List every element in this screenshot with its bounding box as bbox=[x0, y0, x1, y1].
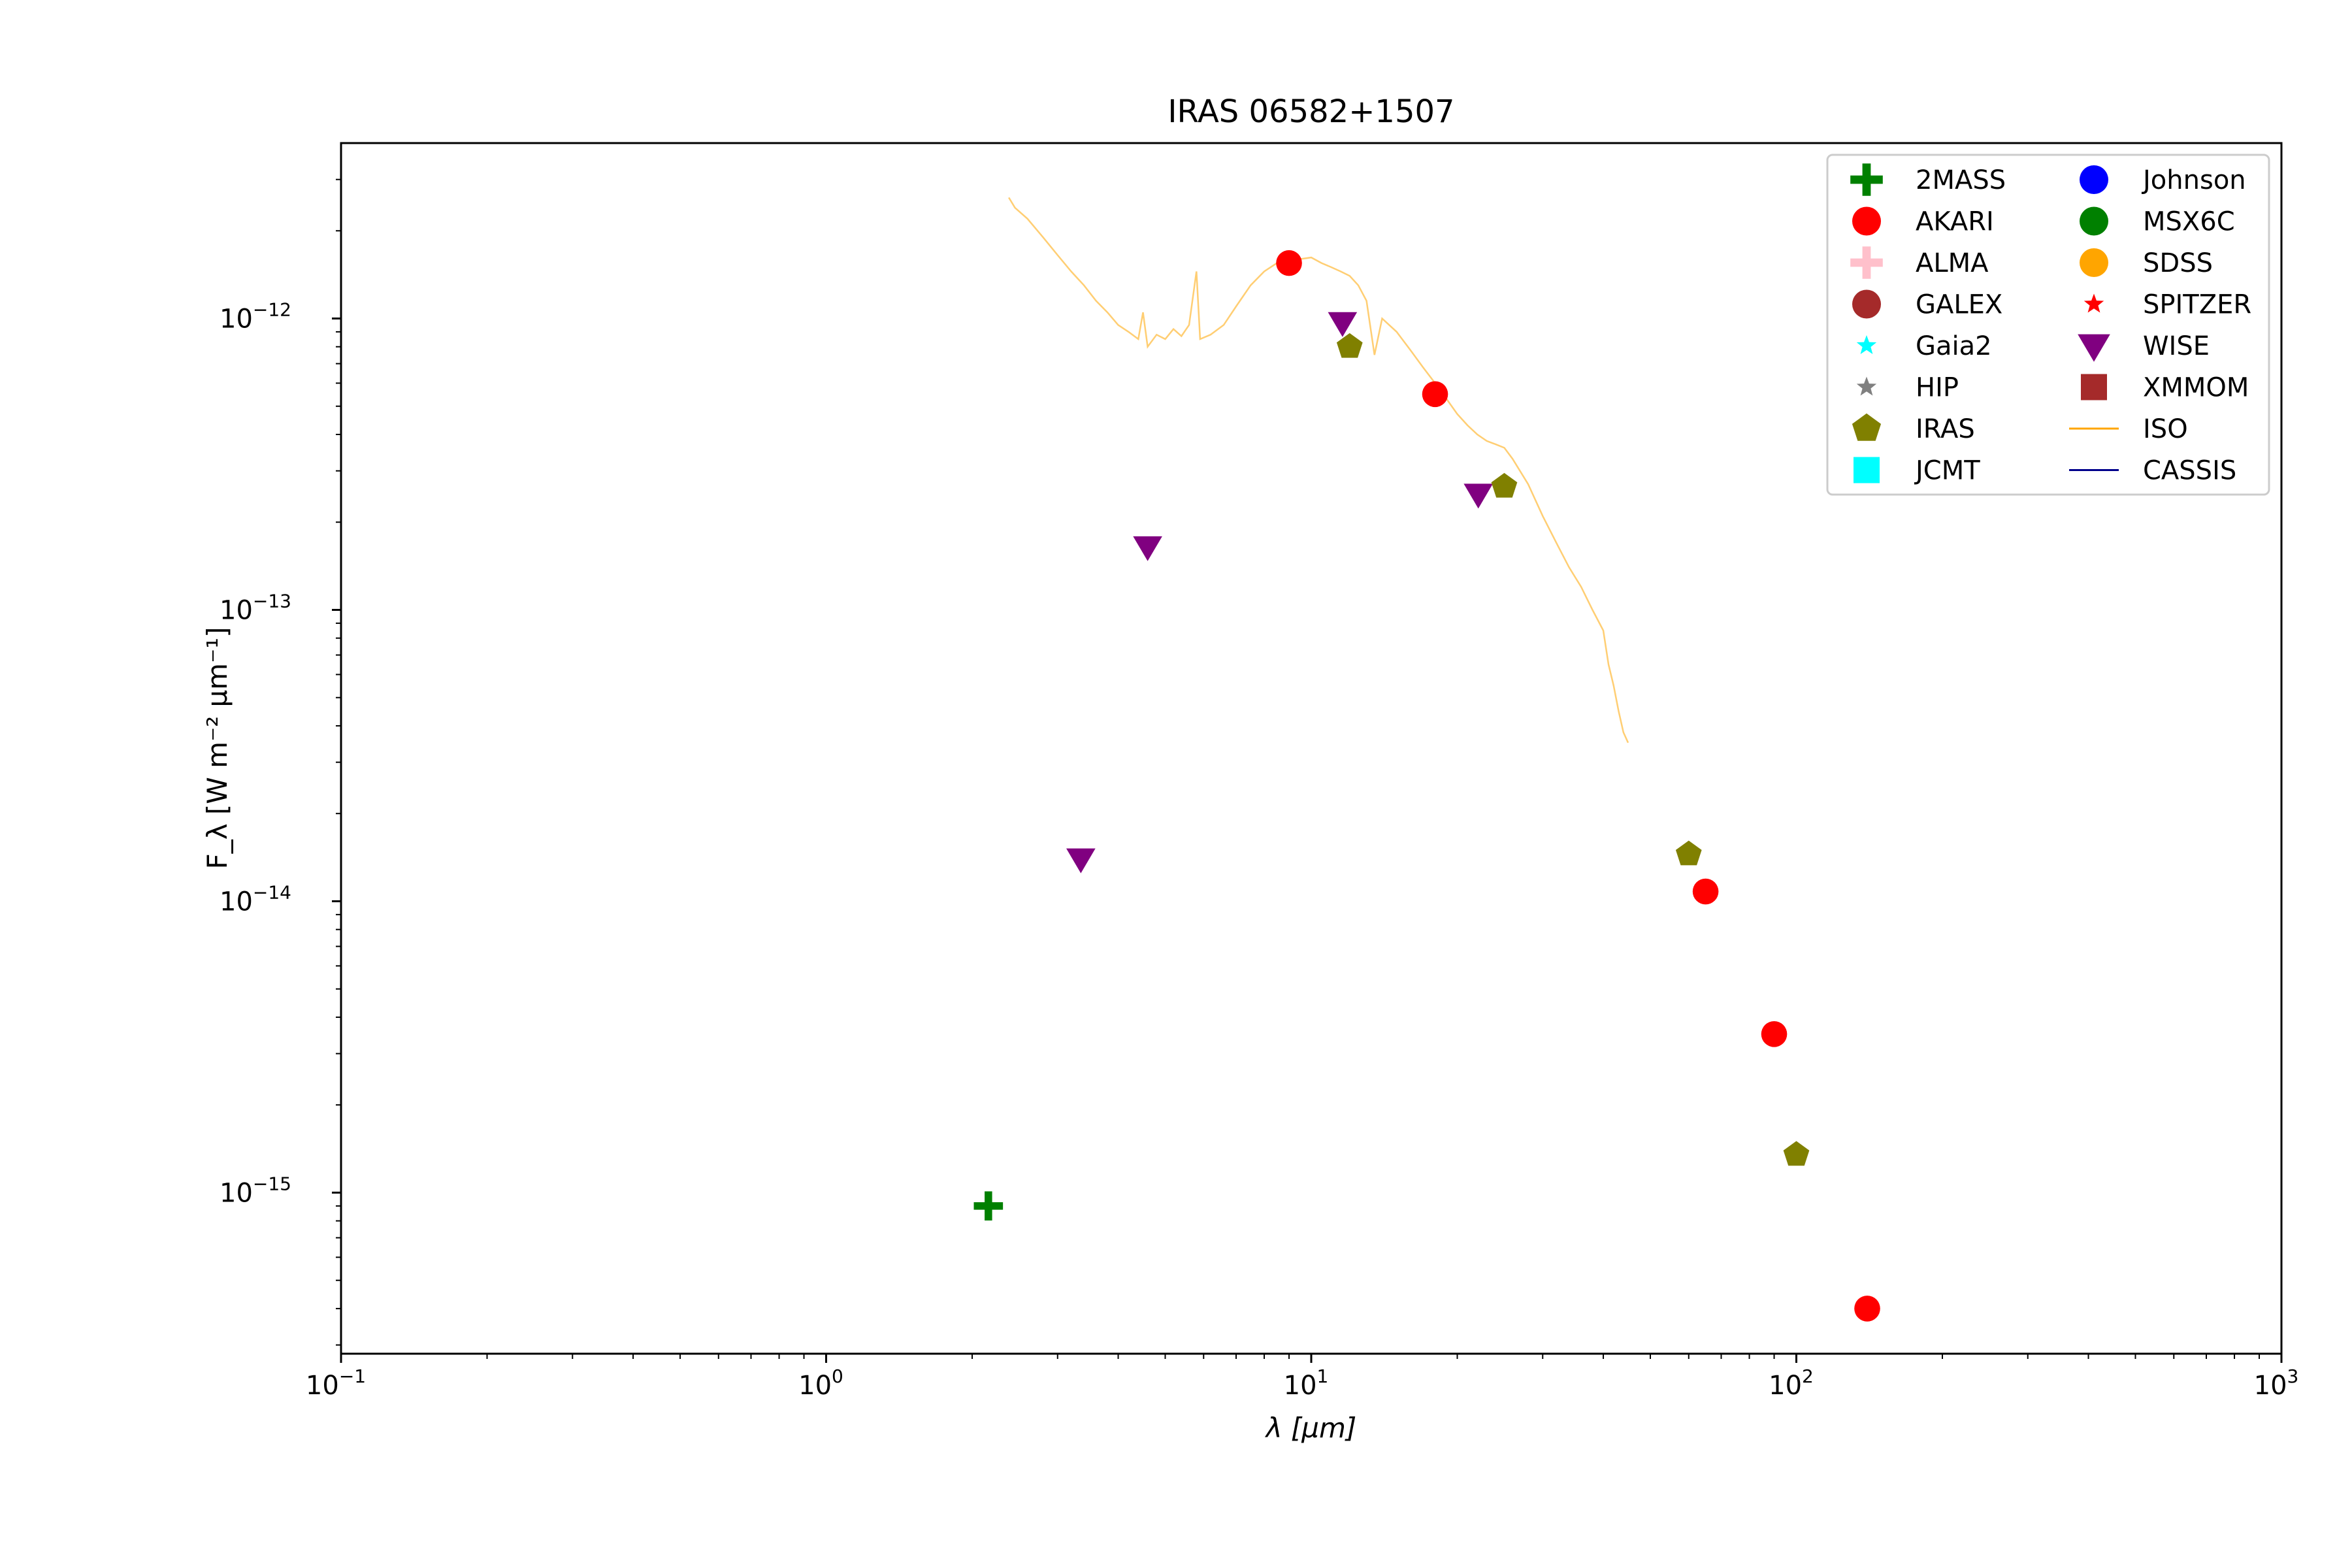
x-tick-label: 10−1 bbox=[306, 1365, 366, 1401]
legend-marker-akari bbox=[1852, 206, 1881, 236]
legend-label-iras: IRAS bbox=[1916, 414, 1975, 444]
plot-area-frame bbox=[340, 142, 2283, 1355]
chart-title: IRAS 06582+1507 bbox=[1168, 93, 1454, 130]
data-point-iras bbox=[1675, 840, 1702, 866]
y-tick-label: 10−12 bbox=[220, 299, 291, 335]
legend-label-sdss: SDSS bbox=[2143, 248, 2213, 278]
legend-marker-jcmt bbox=[1854, 457, 1880, 483]
legend-label-2mass: 2MASS bbox=[1916, 165, 2006, 195]
legend-marker-galex bbox=[1852, 289, 1881, 319]
legend-marker-sdss bbox=[2080, 248, 2108, 277]
data-point-wise bbox=[1066, 848, 1096, 874]
legend-marker-wise bbox=[2078, 334, 2110, 362]
legend-label-galex: GALEX bbox=[1916, 290, 2002, 320]
data-layer bbox=[973, 197, 1880, 1322]
legend-marker-iras bbox=[1852, 413, 1882, 441]
legend-label-iso: ISO bbox=[2143, 414, 2188, 444]
data-point-wise bbox=[1463, 483, 1494, 509]
data-point-wise bbox=[1328, 312, 1358, 337]
data-point-2mass bbox=[973, 1191, 1004, 1221]
x-axis-label: λ [μm] bbox=[1265, 1412, 1357, 1444]
legend-marker-xmmom bbox=[2081, 374, 2107, 400]
legend-marker-johnson bbox=[2080, 165, 2108, 194]
legend-label-xmmom: XMMOM bbox=[2143, 373, 2249, 403]
legend: 2MASS AKARI ALMA GALEX Gaia2 HIP IRAS JCMT Johns… bbox=[1826, 154, 2270, 496]
legend-marker-gaia2 bbox=[1856, 335, 1877, 354]
data-point-akari bbox=[1761, 1021, 1788, 1047]
data-point-iras bbox=[1491, 472, 1518, 498]
legend-marker-spitzer bbox=[2083, 293, 2104, 313]
legend-label-msx6c: MSX6C bbox=[2143, 207, 2235, 237]
data-point-wise bbox=[1133, 536, 1162, 561]
series-line-iso bbox=[1008, 197, 1629, 743]
data-point-iras bbox=[1783, 1141, 1810, 1166]
legend-marker-hip bbox=[1856, 376, 1877, 396]
legend-box bbox=[1826, 154, 2270, 496]
legend-label-alma: ALMA bbox=[1916, 248, 1989, 278]
data-point-akari bbox=[1422, 381, 1448, 408]
data-point-akari bbox=[1854, 1296, 1880, 1322]
y-axis-label: F_λ [W m⁻² μm⁻¹] bbox=[201, 627, 233, 870]
legend-label-gaia2: Gaia2 bbox=[1916, 331, 1992, 361]
data-point-iras bbox=[1336, 333, 1363, 358]
legend-label-hip: HIP bbox=[1916, 373, 1959, 403]
data-point-akari bbox=[1276, 250, 1302, 276]
data-point-akari bbox=[1692, 878, 1719, 905]
legend-label-spitzer: SPITZER bbox=[2143, 290, 2251, 320]
legend-marker-alma bbox=[1850, 246, 1883, 279]
legend-label-johnson: Johnson bbox=[2141, 165, 2246, 195]
legend-label-akari: AKARI bbox=[1916, 207, 1994, 237]
legend-marker-msx6c bbox=[2080, 206, 2108, 236]
legend-label-jcmt: JCMT bbox=[1914, 456, 1980, 486]
legend-marker-2mass bbox=[1850, 163, 1883, 196]
legend-label-cassis: CASSIS bbox=[2143, 456, 2236, 486]
legend-label-wise: WISE bbox=[2143, 331, 2210, 361]
